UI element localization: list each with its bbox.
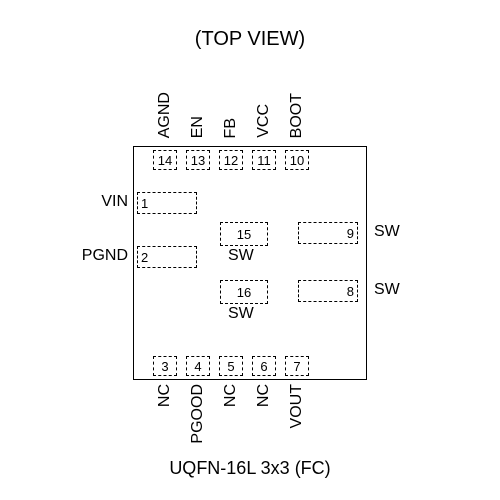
pin-7: 7	[285, 356, 309, 376]
pin-1: 1	[137, 192, 197, 214]
pin-15: 15	[220, 222, 268, 246]
pin-label-boot: BOOT	[288, 93, 306, 138]
pin-label-sw-16: SW	[228, 305, 254, 323]
pin-label-nc-3: NC	[156, 384, 174, 407]
pin-label-vin: VIN	[101, 193, 128, 211]
title-top-view: (TOP VIEW)	[0, 28, 500, 51]
pin-label-agnd: AGND	[156, 92, 174, 138]
pin-12: 12	[219, 150, 243, 170]
pin-label-nc-6: NC	[255, 384, 273, 407]
pin-16: 16	[220, 280, 268, 304]
pin-9: 9	[298, 222, 358, 244]
pin-label-pgnd: PGND	[82, 247, 128, 265]
pin-3: 3	[153, 356, 177, 376]
pin-10: 10	[285, 150, 309, 170]
pin-4: 4	[186, 356, 210, 376]
pin-label-en: EN	[189, 116, 207, 138]
subtitle-package: UQFN-16L 3x3 (FC)	[0, 458, 500, 479]
pin-label-vout-7: VOUT	[288, 384, 306, 428]
pin-14: 14	[153, 150, 177, 170]
pin-6: 6	[252, 356, 276, 376]
pin-label-nc-5: NC	[222, 384, 240, 407]
pin-label-vcc: VCC	[255, 104, 273, 138]
pin-label-pgood-4: PGOOD	[189, 384, 207, 444]
pin-label-fb: FB	[222, 118, 240, 138]
pin-8: 8	[298, 280, 358, 302]
pin-2: 2	[137, 246, 197, 268]
pin-label-sw-9: SW	[374, 223, 400, 241]
pin-13: 13	[186, 150, 210, 170]
pin-label-sw-15: SW	[228, 247, 254, 265]
pin-5: 5	[219, 356, 243, 376]
pin-11: 11	[252, 150, 276, 170]
pin-label-sw-8: SW	[374, 281, 400, 299]
